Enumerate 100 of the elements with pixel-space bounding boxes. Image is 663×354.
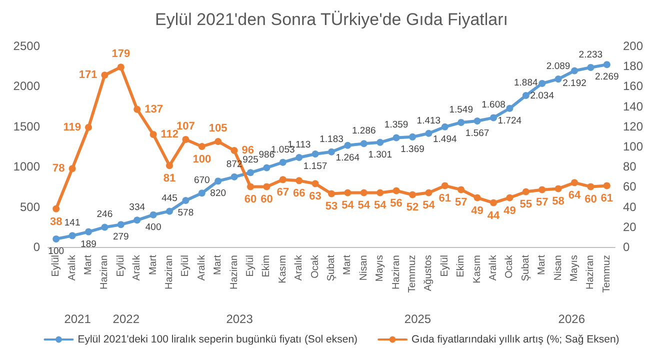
point [360,189,368,196]
data-label: 100 [48,246,64,257]
data-label: 58 [552,196,564,208]
point [52,205,60,212]
data-label: 67 [276,186,290,199]
data-label: 1.286 [352,126,376,137]
text: 2023 [226,312,254,326]
data-label: 64 [568,190,582,202]
point [328,148,335,156]
data-label: 1.183 [320,134,344,145]
data-label: 986 [258,150,275,161]
data-label: 2.192 [562,78,586,89]
y2-tick-label: 0 [623,240,630,254]
point [490,114,497,122]
point [474,118,481,125]
x-tick-label: Şubat [326,254,337,282]
y2-tick-label: 120 [623,119,644,134]
y-tick-label: 500 [20,200,40,214]
x-tick-label: Eylül [180,255,192,277]
y2-tick-label: 160 [623,79,644,94]
data-label: 279 [112,232,129,243]
data-label: 1.301 [368,149,392,160]
data-label: 670 [194,175,210,186]
data-label: 1.724 [498,115,522,126]
data-label: 137 [144,103,163,116]
data-label: 57 [536,196,548,209]
data-label: 820 [210,188,226,200]
data-label: 61 [600,192,614,205]
data-label: 179 [112,48,130,60]
data-label: 49 [504,204,516,217]
y2-tick-label: 100 [623,140,644,154]
point [117,221,124,228]
x-tick-label: Aralık [132,254,143,281]
point [441,123,448,130]
x-tick-label: Eylül [115,255,126,277]
point [603,182,610,190]
point [263,183,270,190]
point [214,178,222,185]
point [522,188,530,196]
data-label: 100 [192,154,212,166]
data-label: 63 [309,190,322,203]
data-label: 44 [487,210,500,222]
point [392,187,400,194]
data-label: 57 [454,196,468,209]
point [101,224,108,231]
point [538,186,546,194]
y2-tick-label: 20 [623,220,637,234]
x-tick-label: Mart [148,254,159,275]
y2-tick-label: 40 [623,200,637,214]
x-tick-label: Şubat [520,254,532,282]
point [506,194,514,202]
y-tick-label: 1000 [13,160,40,174]
x-tick-label: Haziran [164,255,175,290]
point [166,162,173,170]
point [376,138,384,146]
x-tick-label: Kasım [277,255,288,284]
point [312,150,319,158]
point [150,211,157,218]
data-label: 54 [374,200,388,212]
data-label: 49 [471,204,484,217]
point [230,173,238,180]
point [296,177,303,184]
y2-tick-label: 80 [623,160,637,174]
point [538,80,546,87]
y2-tick-label: 140 [623,99,644,114]
y-tick-label: 1500 [13,119,40,134]
data-label: 56 [390,198,402,210]
chart-title: Eylül 2021'den Sonra TÜrkiye'de Gıda Fiyatları [155,10,508,29]
data-label: 1.157 [303,160,328,172]
x-tick-label: Ocak [310,254,321,278]
x-tick-label: Mart [212,254,224,275]
point [458,118,465,126]
point [134,216,141,224]
text: 2021 [64,312,92,326]
data-label: 54 [358,200,371,212]
x-tick-label: Eylül [439,255,450,277]
x-tick-label: Aralık [294,254,305,281]
x-tick-label: Mart [83,254,94,275]
y-tick-label: 0 [33,240,40,254]
point [344,142,352,149]
data-label: 112 [160,128,179,140]
point [198,143,206,150]
data-label: 2.233 [578,49,603,60]
data-label: 38 [50,216,62,228]
point [328,190,335,198]
point [344,189,352,196]
point [263,164,270,172]
x-tick-label: Nisan [358,255,370,281]
point [571,67,578,74]
data-label: 60 [260,194,273,206]
x-tick-label: Aralık [196,254,208,281]
data-label: 60 [584,194,597,206]
x-tick-label: Mart [536,254,548,275]
point [603,61,610,68]
point [166,208,173,215]
point [554,76,562,83]
point [279,158,286,166]
point [409,133,416,140]
point [279,176,286,184]
x-tick-label: Ekim [456,255,467,278]
